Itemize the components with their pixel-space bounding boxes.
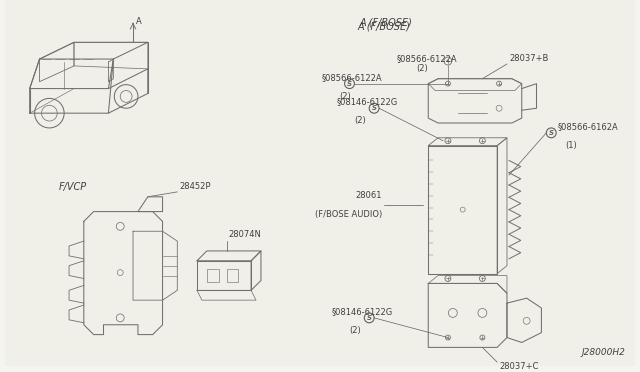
Text: §08146-6122G: §08146-6122G [332, 307, 393, 316]
Text: §08566-6122A: §08566-6122A [397, 55, 458, 64]
Text: 28037+B: 28037+B [509, 54, 548, 63]
Text: 28074N: 28074N [228, 230, 261, 239]
Text: (2): (2) [349, 326, 361, 335]
Text: (2): (2) [417, 64, 428, 73]
Text: (2): (2) [340, 92, 351, 100]
Text: F/VCP: F/VCP [60, 182, 87, 192]
Text: 28061: 28061 [355, 191, 382, 200]
Text: S: S [347, 81, 352, 87]
Text: §08566-6122A: §08566-6122A [322, 73, 383, 82]
Text: A: A [136, 17, 141, 26]
Bar [207, 269, 219, 282]
Text: S: S [548, 130, 554, 136]
Text: J28000H2: J28000H2 [581, 348, 625, 357]
Text: A (F/BOSE): A (F/BOSE) [357, 22, 410, 32]
Text: (2): (2) [355, 116, 366, 125]
Text: (F/BOSE AUDIO): (F/BOSE AUDIO) [315, 209, 382, 219]
Text: S: S [367, 315, 372, 321]
Text: 28037+C: 28037+C [499, 362, 538, 371]
Text: A (F/BOSE): A (F/BOSE) [360, 18, 412, 28]
Bar [227, 269, 238, 282]
Text: §08146-6122G: §08146-6122G [337, 97, 398, 106]
Text: 28452P: 28452P [179, 182, 211, 191]
Text: (1): (1) [565, 141, 577, 150]
Text: §08566-6162A: §08566-6162A [557, 122, 618, 131]
Text: S: S [372, 105, 376, 111]
